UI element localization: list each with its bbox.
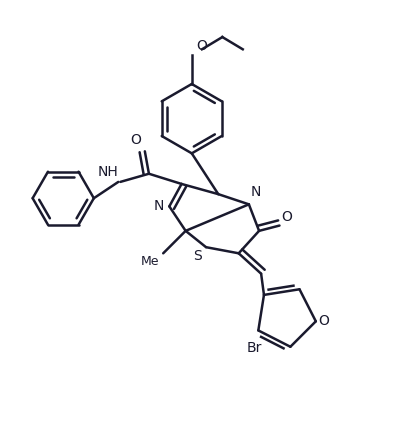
- Text: O: O: [130, 133, 141, 147]
- Text: Me: Me: [141, 255, 159, 268]
- Text: S: S: [193, 249, 202, 263]
- Text: NH: NH: [98, 164, 118, 178]
- Text: N: N: [154, 199, 164, 213]
- Text: Br: Br: [246, 340, 262, 354]
- Text: O: O: [196, 40, 207, 54]
- Text: O: O: [282, 210, 293, 224]
- Text: O: O: [318, 314, 329, 329]
- Text: N: N: [251, 185, 261, 199]
